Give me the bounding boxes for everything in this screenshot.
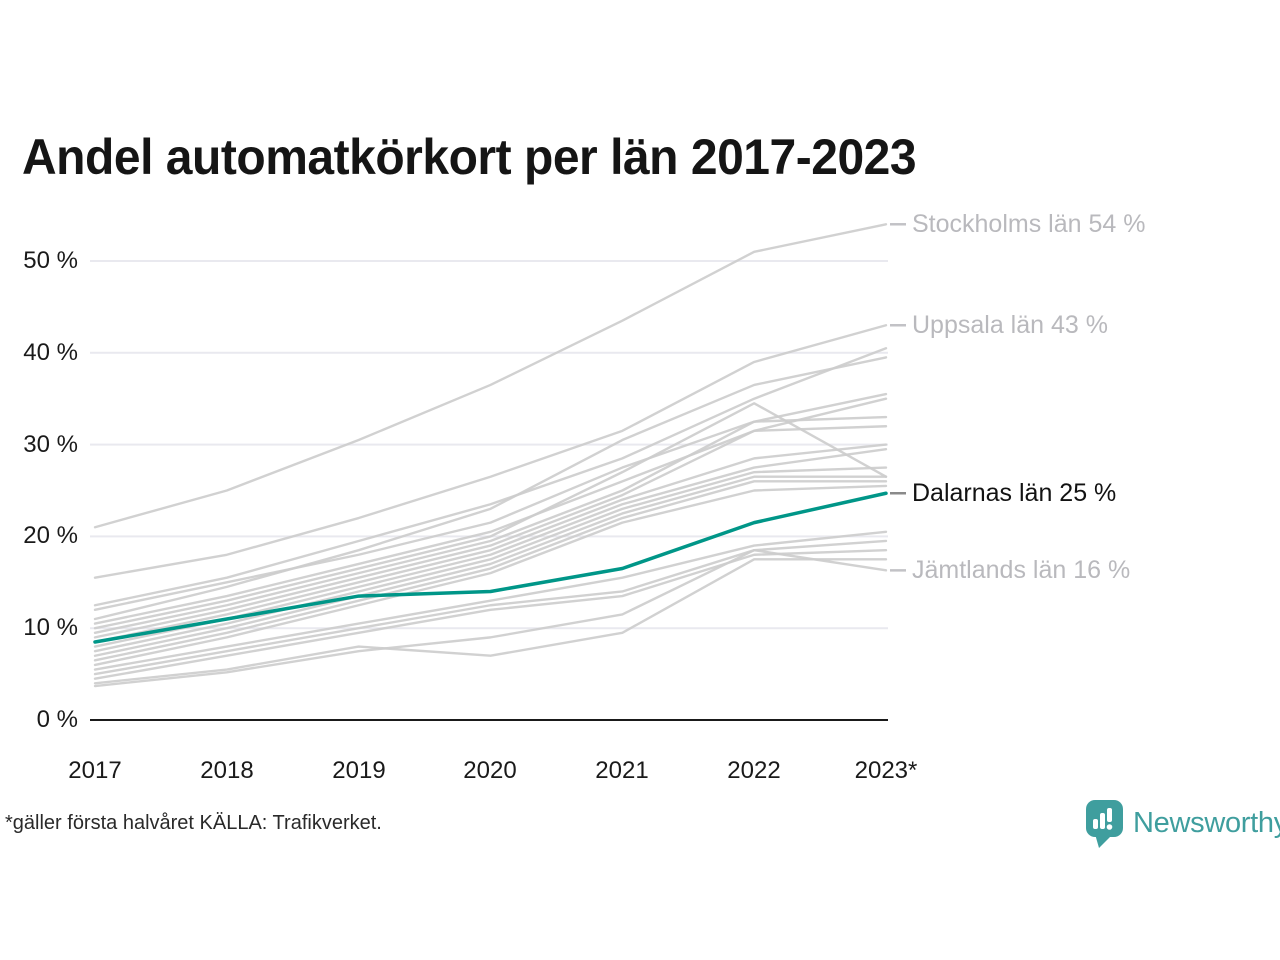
page-title: Andel automatkörkort per län 2017-2023 — [22, 129, 917, 185]
annotation-jamtlands-lan: Jämtlands län 16 % — [912, 556, 1131, 584]
x-axis-label-2022: 2022 — [727, 757, 781, 784]
series-line — [93, 347, 888, 607]
series-line — [93, 484, 888, 667]
newsworthy-speech-bubble-bar-chart-icon — [1086, 800, 1123, 848]
series-line — [93, 223, 888, 529]
x-axis-label-2017: 2017 — [68, 757, 122, 784]
newsworthy-logo-text: Newsworthy — [1133, 807, 1280, 839]
y-axis-label-50: 50 % — [23, 247, 78, 274]
x-axis-label-2018: 2018 — [200, 757, 254, 784]
series-line — [93, 475, 888, 657]
source-footnote: *gäller första halvåret KÄLLA: Trafikver… — [5, 812, 382, 834]
x-axis-label-2020: 2020 — [463, 757, 517, 784]
series-line — [93, 466, 888, 653]
series-line — [93, 356, 888, 621]
series-line — [93, 558, 888, 685]
newsworthy-logo: Newsworthy — [1085, 797, 1280, 849]
series-line — [93, 324, 888, 579]
series-line — [93, 548, 888, 688]
series-line — [93, 415, 888, 634]
y-axis-label-30: 30 % — [23, 431, 78, 458]
annotation-dalarnas-lan: Dalarnas län 25 % — [912, 479, 1117, 507]
series-line — [93, 548, 888, 680]
series-line — [93, 443, 888, 644]
series-line — [93, 402, 888, 630]
series-line — [93, 530, 888, 671]
y-axis-label-10: 10 % — [23, 614, 78, 641]
x-axis-label-2019: 2019 — [332, 757, 386, 784]
series-line — [93, 425, 888, 639]
x-axis-label-2021: 2021 — [595, 757, 649, 784]
y-axis-label-0: 0 % — [36, 706, 78, 733]
annotation-stockholms-lan: Stockholms län 54 % — [912, 210, 1146, 238]
series-line-highlighted — [93, 491, 888, 644]
annotation-uppsala-lan: Uppsala län 43 % — [912, 311, 1108, 339]
y-axis-label-40: 40 % — [23, 339, 78, 366]
x-axis-label-2023: 2023* — [854, 757, 918, 784]
series-line — [93, 480, 888, 662]
y-axis-label-20: 20 % — [23, 522, 78, 549]
